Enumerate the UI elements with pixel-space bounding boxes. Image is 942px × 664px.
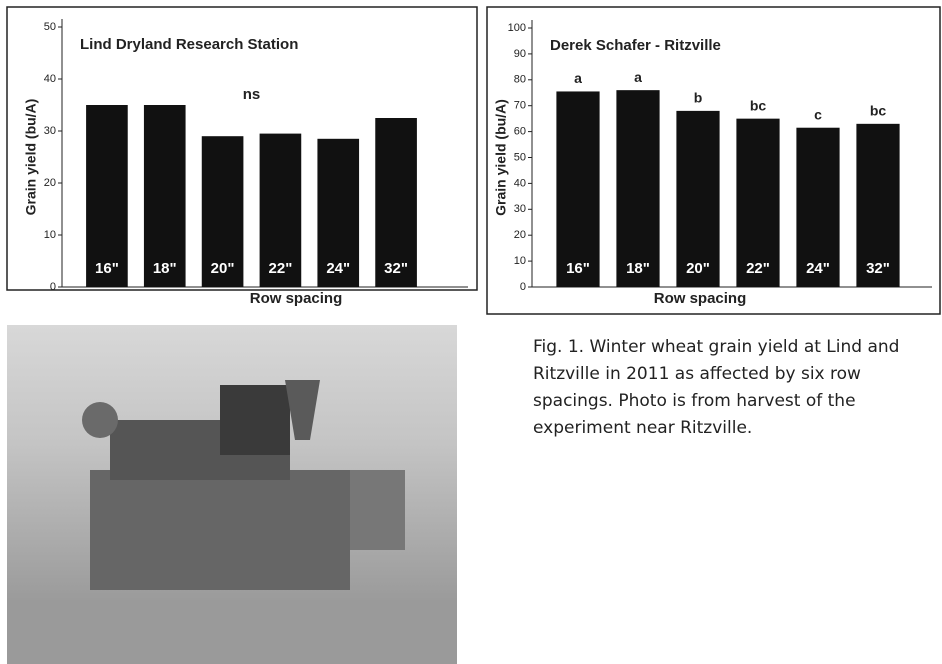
y-tick-label: 20 [514, 229, 526, 241]
category-label: 20" [686, 260, 710, 277]
y-axis-label: Grain yield (bu/A) [23, 99, 39, 216]
y-tick-label: 30 [44, 125, 56, 137]
y-axis-label: Grain yield (bu/A) [493, 99, 509, 216]
y-tick-label: 10 [514, 255, 526, 267]
bar [86, 105, 128, 287]
category-label: 24" [326, 260, 350, 277]
y-tick-label: 90 [514, 48, 526, 60]
y-tick-label: 20 [44, 177, 56, 189]
bar [796, 127, 840, 287]
bar [317, 138, 360, 287]
bar [856, 123, 900, 287]
bar [736, 118, 780, 288]
y-tick-label: 0 [520, 281, 526, 293]
category-label: 20" [211, 260, 235, 277]
category-label: 32" [866, 260, 890, 277]
category-label: 16" [95, 260, 119, 277]
chart-title: Derek Schafer - Ritzville [550, 37, 721, 54]
y-tick-label: 70 [514, 100, 526, 112]
y-tick-label: 40 [44, 73, 56, 85]
x-axis-label: Row spacing [654, 290, 747, 307]
y-tick-label: 30 [514, 203, 526, 215]
y-tick-label: 100 [508, 22, 526, 34]
significance-letter: c [814, 106, 822, 122]
significance-letter: a [574, 70, 582, 86]
category-label: 18" [153, 260, 177, 277]
y-tick-label: 50 [514, 151, 526, 163]
category-label: 22" [746, 260, 770, 277]
x-axis-label: Row spacing [250, 290, 343, 307]
bar [556, 91, 600, 287]
category-label: 32" [384, 260, 408, 277]
chart-title: Lind Dryland Research Station [80, 36, 298, 53]
caption: Fig. 1. Winter wheat grain yield at Lind… [533, 337, 900, 438]
annotation: ns [243, 86, 261, 103]
significance-letter: bc [750, 97, 767, 113]
y-tick-label: 0 [50, 281, 56, 293]
y-tick-label: 40 [514, 177, 526, 189]
significance-letter: b [694, 90, 703, 106]
significance-letter: bc [870, 103, 887, 119]
chart: 0 10 20 30 40 50 Lind Dryland Research Station… [6, 6, 478, 307]
bar [616, 90, 660, 287]
y-tick-label: 60 [514, 126, 526, 138]
bar [375, 118, 417, 287]
significance-letter: a [634, 69, 642, 85]
bar [143, 105, 186, 287]
chart: 0 10 20 30 40 50 60 70 80 90 100 Derek Schafer - Ri… [486, 6, 941, 315]
y-tick-label: 50 [44, 21, 56, 33]
bar [676, 110, 720, 287]
category-label: 18" [626, 260, 650, 277]
y-tick-label: 80 [514, 74, 526, 86]
bar [259, 133, 302, 287]
category-label: 24" [806, 260, 830, 277]
category-label: 22" [269, 260, 293, 277]
bar [201, 136, 244, 287]
category-label: 16" [566, 260, 590, 277]
photo [7, 325, 457, 664]
y-tick-label: 10 [44, 229, 56, 241]
